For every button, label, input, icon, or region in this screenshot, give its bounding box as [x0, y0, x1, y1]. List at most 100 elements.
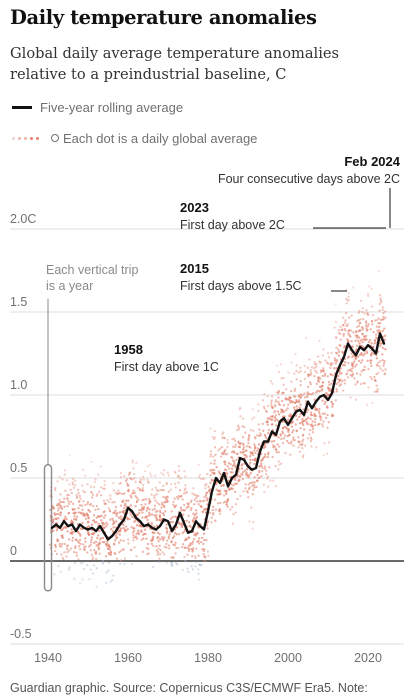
- daily-dot: [316, 355, 320, 358]
- daily-dot: [141, 550, 145, 553]
- daily-dot: [251, 481, 254, 484]
- annotation-text: First day above 1C: [114, 360, 219, 374]
- daily-dot: [322, 367, 325, 370]
- daily-dot: [339, 344, 342, 347]
- daily-dot: [339, 325, 342, 329]
- daily-dot: [267, 432, 270, 435]
- daily-dot: [66, 551, 69, 554]
- daily-dot: [381, 329, 385, 332]
- daily-dot: [61, 500, 64, 504]
- daily-dot: [218, 512, 222, 515]
- daily-dot: [107, 500, 111, 504]
- daily-dot: [367, 322, 370, 326]
- daily-dot: [129, 477, 132, 480]
- daily-dot: [310, 393, 313, 396]
- daily-dot: [144, 528, 147, 531]
- daily-dot: [249, 461, 252, 464]
- daily-dot: [98, 538, 102, 541]
- daily-dot: [212, 437, 216, 441]
- daily-dot: [165, 546, 168, 549]
- daily-dot: [335, 390, 338, 393]
- daily-dot: [256, 447, 259, 450]
- daily-dot: [93, 480, 97, 484]
- daily-dot: [299, 370, 302, 373]
- daily-dot: [335, 352, 339, 355]
- daily-dot: [205, 496, 208, 499]
- daily-dot: [148, 511, 151, 515]
- daily-dot: [162, 489, 165, 492]
- daily-dot: [170, 556, 173, 559]
- daily-dot: [197, 537, 201, 540]
- daily-dot: [249, 472, 252, 475]
- daily-dot: [295, 400, 299, 404]
- daily-dot: [371, 401, 374, 405]
- daily-dot: [263, 407, 266, 410]
- daily-dot: [106, 547, 110, 550]
- daily-dot: [207, 554, 210, 557]
- daily-dot: [110, 527, 113, 531]
- daily-dot: [127, 542, 130, 545]
- daily-dot: [122, 539, 125, 542]
- daily-dot: [270, 399, 273, 402]
- daily-dot: [299, 396, 302, 399]
- daily-dot: [283, 425, 286, 429]
- daily-dot: [378, 329, 381, 332]
- daily-dot: [185, 490, 189, 493]
- daily-dot: [313, 375, 316, 378]
- daily-dot: [207, 485, 210, 489]
- daily-dot: [112, 526, 115, 529]
- daily-dot: [292, 444, 295, 447]
- daily-dot: [59, 511, 62, 514]
- daily-dot: [165, 498, 168, 502]
- daily-dot: [63, 473, 66, 476]
- daily-dot: [269, 380, 272, 383]
- daily-dot: [375, 318, 378, 322]
- annotation-year: 2023: [180, 200, 209, 215]
- daily-dot: [379, 297, 382, 300]
- daily-dot: [317, 380, 321, 383]
- daily-dot: [311, 431, 315, 434]
- daily-dot: [338, 384, 341, 387]
- daily-dot: [370, 353, 373, 356]
- daily-dot: [57, 564, 60, 568]
- daily-dot: [288, 399, 292, 402]
- daily-dot: [202, 532, 206, 535]
- daily-dot: [118, 511, 122, 514]
- daily-dot: [217, 470, 221, 473]
- daily-dot: [48, 508, 52, 512]
- daily-dot: [203, 499, 206, 502]
- daily-dot: [341, 316, 345, 319]
- daily-dot: [109, 518, 112, 521]
- daily-dot: [74, 479, 77, 482]
- daily-dot: [237, 445, 241, 448]
- daily-dot: [193, 503, 196, 506]
- daily-dot: [181, 498, 184, 501]
- daily-dot: [197, 572, 200, 575]
- daily-dot: [321, 412, 324, 415]
- daily-dot: [345, 302, 348, 305]
- daily-dot: [111, 578, 114, 582]
- daily-dot: [204, 487, 207, 490]
- daily-dot: [98, 490, 101, 493]
- daily-dot: [221, 453, 225, 456]
- daily-dot: [133, 520, 136, 523]
- daily-dot: [246, 491, 249, 494]
- daily-dot: [358, 342, 361, 345]
- daily-dot: [76, 496, 79, 499]
- daily-dot: [226, 438, 229, 442]
- daily-dot: [154, 474, 157, 477]
- daily-dot: [65, 496, 69, 500]
- daily-dot: [139, 481, 143, 485]
- daily-dot: [211, 508, 214, 512]
- daily-dot: [212, 505, 215, 508]
- daily-dot: [187, 521, 191, 524]
- daily-dot: [237, 428, 240, 431]
- daily-dot: [274, 464, 277, 468]
- daily-dot: [57, 512, 60, 516]
- daily-dot: [382, 311, 385, 315]
- daily-dot: [325, 405, 329, 408]
- daily-dot: [209, 488, 212, 491]
- daily-dot: [229, 508, 232, 511]
- daily-dot: [226, 505, 229, 508]
- daily-dot: [241, 477, 245, 481]
